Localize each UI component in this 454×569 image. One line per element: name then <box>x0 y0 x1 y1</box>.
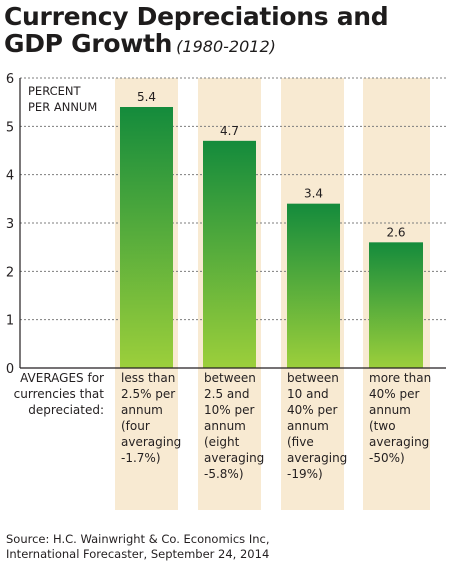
category-label-line: annum <box>204 419 246 433</box>
category-label-line: -1.7%) <box>121 451 161 465</box>
category-header-line: AVERAGES for <box>20 371 104 385</box>
bar-chart: 0 1 2 3 4 5 6 PERCENT PER ANNUM 5.4 4.7 3.4 2.6 AVERA… <box>6 72 446 510</box>
category-label-line: -5.8%) <box>204 467 244 481</box>
y-tick-label: 6 <box>6 72 14 87</box>
category-label-line: (eight <box>204 435 240 449</box>
bars <box>120 107 423 368</box>
category-label-line: between <box>287 371 339 385</box>
category-label-line: (five <box>287 435 314 449</box>
y-tick-label: 2 <box>6 265 14 280</box>
y-tick-label: 0 <box>6 362 14 377</box>
category-label-line: averaging <box>287 451 347 465</box>
chart-title-text-1: Currency Depreciations and <box>4 2 389 31</box>
bar-2 <box>203 140 256 368</box>
y-tick-label: 1 <box>6 314 14 329</box>
chart-text: 0 1 2 3 4 5 6 PERCENT PER ANNUM 5.4 4.7 3.4 2.6 AVERA… <box>6 72 431 481</box>
bar-value-label: 5.4 <box>137 90 156 104</box>
category-label-line: 2.5 and <box>204 387 249 401</box>
chart-title-line-2: GDP Growth (1980-2012) <box>4 30 276 61</box>
chart-title-text-2: GDP Growth <box>4 29 173 58</box>
category-label-line: annum <box>287 419 329 433</box>
category-label-line: (four <box>121 419 150 433</box>
y-tick-label: 4 <box>6 169 14 184</box>
bar-value-label: 4.7 <box>220 124 239 138</box>
chart-title-period: (1980-2012) <box>176 37 276 56</box>
chart-title-line-1: Currency Depreciations and <box>4 2 389 31</box>
category-header-line: depreciated: <box>28 403 104 417</box>
unit-label: PER ANNUM <box>28 100 97 114</box>
category-label-line: 2.5% per <box>121 387 175 401</box>
category-label-line: (two <box>369 419 396 433</box>
category-label-line: annum <box>369 403 411 417</box>
category-label-line: -19%) <box>287 467 323 481</box>
bar-1 <box>120 107 173 368</box>
bar-value-label: 3.4 <box>304 187 323 201</box>
category-label-line: averaging <box>369 435 429 449</box>
category-label-line: more than <box>369 371 431 385</box>
bar-4 <box>369 242 423 368</box>
category-header-line: currencies that <box>14 387 105 401</box>
bar-value-label: 2.6 <box>386 225 405 239</box>
y-tick-label: 5 <box>6 120 14 135</box>
category-label-line: 10% per <box>204 403 254 417</box>
category-label-line: 40% per <box>369 387 419 401</box>
source-note-line-2: International Forecaster, September 24, … <box>6 547 270 561</box>
y-tick-label: 3 <box>6 217 14 232</box>
category-label-line: between <box>204 371 256 385</box>
category-label-line: annum <box>121 403 163 417</box>
bar-3 <box>287 203 340 368</box>
source-note-line-1: Source: H.C. Wainwright & Co. Economics … <box>6 532 270 546</box>
category-label-line: 10 and <box>287 387 329 401</box>
category-label-line: less than <box>121 371 175 385</box>
category-label-line: averaging <box>204 451 264 465</box>
category-label-line: 40% per <box>287 403 337 417</box>
category-label-line: -50%) <box>369 451 405 465</box>
unit-label: PERCENT <box>28 84 82 98</box>
y-axis <box>19 78 446 369</box>
category-label-line: averaging <box>121 435 181 449</box>
